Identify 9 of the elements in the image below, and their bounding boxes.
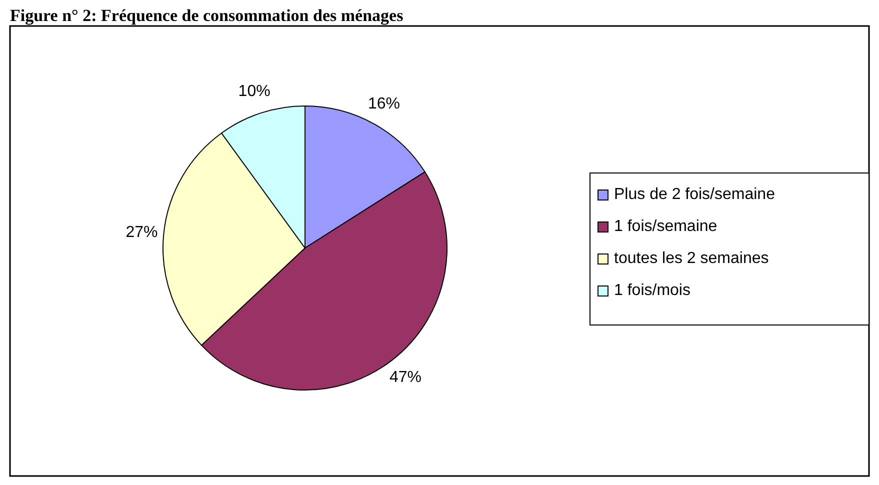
legend-label: 1 fois/mois bbox=[614, 282, 690, 300]
data-label: 47% bbox=[390, 368, 422, 386]
data-label: 10% bbox=[238, 83, 270, 100]
legend-label: 1 fois/semaine bbox=[614, 218, 718, 236]
chart-title: Figure n° 2: Fréquence de consommation des ménages bbox=[10, 6, 404, 25]
legend-label: toutes les 2 semaines bbox=[614, 250, 769, 268]
data-label: 16% bbox=[368, 96, 400, 113]
legend-label: Plus de 2 fois/semaine bbox=[614, 186, 776, 204]
data-label: 27% bbox=[126, 224, 158, 241]
